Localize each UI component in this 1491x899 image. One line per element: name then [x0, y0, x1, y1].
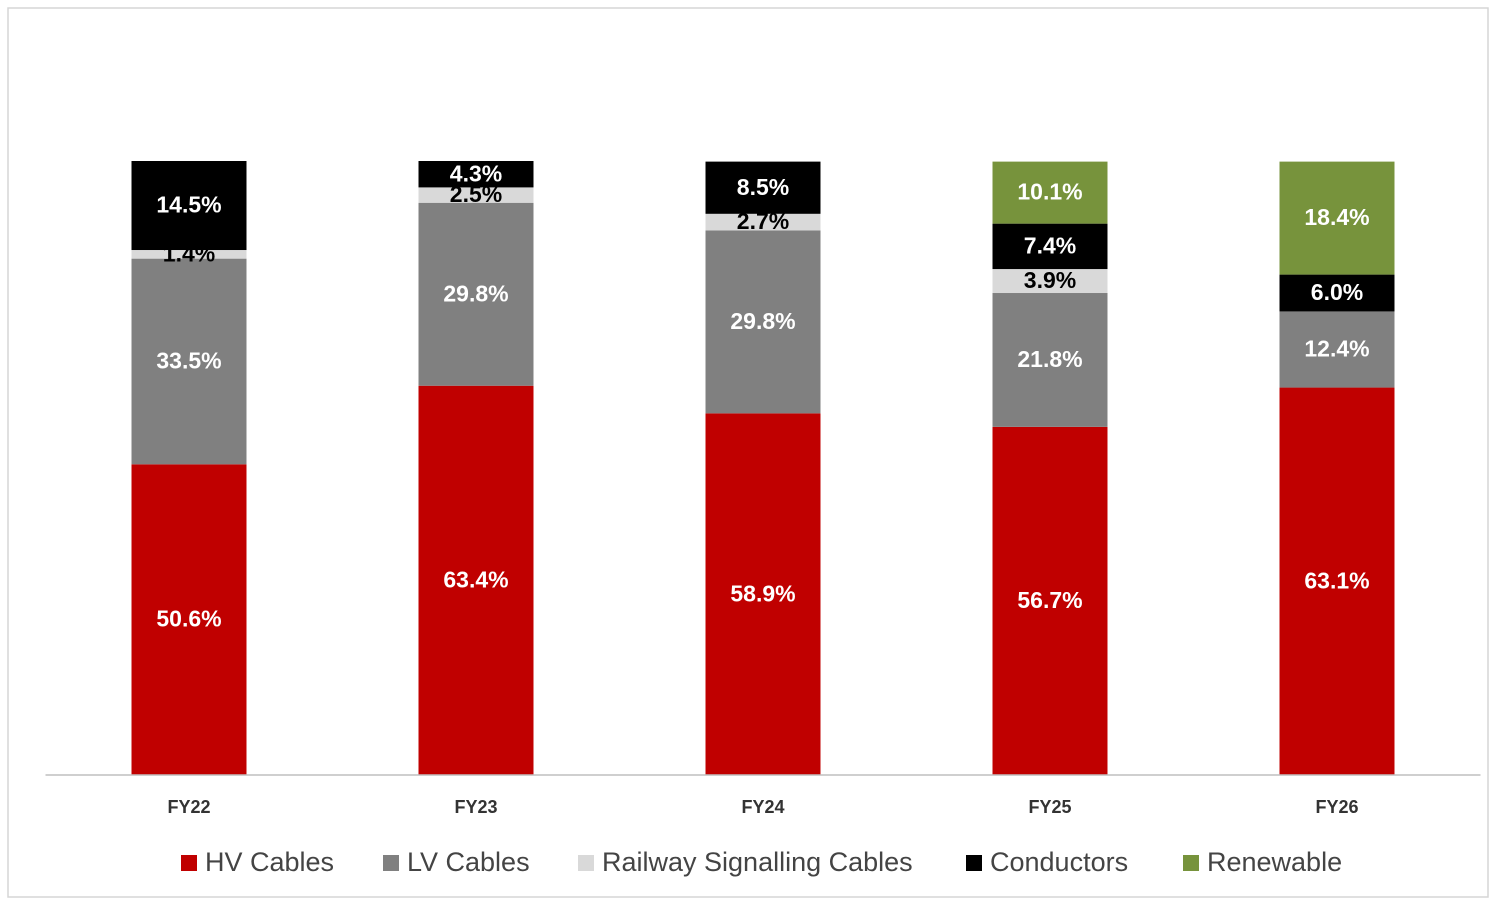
bar-segment: [1279, 161, 1395, 275]
bar-segment: [418, 187, 534, 203]
legend-label: LV Cables: [407, 847, 530, 877]
data-label: 63.4%: [443, 566, 508, 592]
data-label: 12.4%: [1304, 336, 1369, 362]
bar-segment: [131, 258, 247, 465]
x-tick-label: FY24: [741, 797, 784, 817]
data-label: 33.5%: [156, 348, 221, 374]
data-label: 7.4%: [1024, 232, 1076, 258]
x-tick-label: FY23: [454, 797, 497, 817]
bar-segment: [705, 413, 821, 775]
legend-swatch: [383, 855, 399, 871]
bar-segment: [1279, 387, 1395, 775]
data-label: 58.9%: [730, 580, 795, 606]
legend-label: Renewable: [1207, 847, 1342, 877]
bar-segment: [992, 269, 1108, 294]
bar-segment: [1279, 274, 1395, 312]
legend-label: Railway Signalling Cables: [602, 847, 913, 877]
bar-segment: [992, 161, 1108, 224]
bar-segment: [992, 426, 1108, 775]
bar-segment: [992, 293, 1108, 427]
data-label: 29.8%: [443, 280, 508, 306]
data-label: 6.0%: [1311, 279, 1363, 305]
bar-segment: [705, 213, 821, 231]
data-label: 63.1%: [1304, 567, 1369, 593]
data-label: 56.7%: [1017, 587, 1082, 613]
x-tick-label: FY25: [1028, 797, 1071, 817]
data-label: 21.8%: [1017, 346, 1082, 372]
bar-segment: [1279, 311, 1395, 388]
data-label: 50.6%: [156, 606, 221, 632]
data-label: 8.5%: [737, 174, 789, 200]
data-label: 29.8%: [730, 308, 795, 334]
legend-swatch: [578, 855, 594, 871]
bar-segment: [131, 161, 247, 251]
data-label: 10.1%: [1017, 179, 1082, 205]
bar-segment: [131, 250, 247, 259]
data-label: 18.4%: [1304, 204, 1369, 230]
data-label: 3.9%: [1024, 267, 1076, 293]
bar-segment: [131, 464, 247, 775]
bar-segment: [418, 385, 534, 775]
data-label: 14.5%: [156, 192, 221, 218]
bar-segment: [418, 161, 534, 188]
legend-swatch: [181, 855, 197, 871]
legend-swatch: [966, 855, 982, 871]
bar-segment: [418, 202, 534, 386]
legend-label: Conductors: [990, 847, 1128, 877]
bar-segment: [705, 230, 821, 414]
legend-swatch: [1183, 855, 1199, 871]
x-tick-label: FY22: [167, 797, 210, 817]
data-label: 4.3%: [450, 160, 502, 186]
bar-segment: [992, 223, 1108, 270]
x-tick-label: FY26: [1315, 797, 1358, 817]
bar-segment: [705, 161, 821, 214]
legend-label: HV Cables: [205, 847, 334, 877]
